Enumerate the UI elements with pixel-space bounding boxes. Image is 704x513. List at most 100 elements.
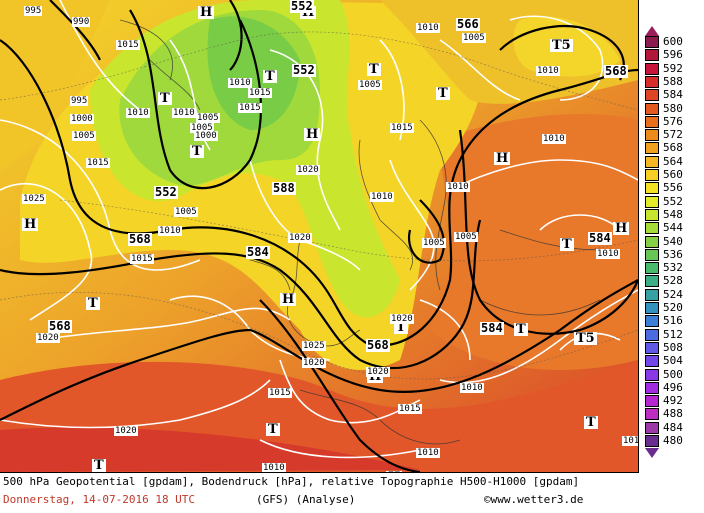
pressure-label: 1010	[370, 192, 394, 202]
geopotential-label: 584	[246, 245, 270, 259]
pressure-label: 1015	[238, 103, 262, 113]
geopotential-label: 568	[128, 232, 152, 246]
pressure-center-20: H	[386, 471, 403, 472]
legend-value: 544	[663, 221, 683, 235]
legend-swatch	[645, 421, 659, 434]
pressure-center-8: T5	[550, 38, 573, 53]
pressure-center-19: T	[584, 415, 598, 430]
pressure-label: 1025	[22, 194, 46, 204]
geopotential-label: 568	[366, 338, 390, 352]
pressure-center-9: H	[494, 151, 511, 166]
legend-value: 572	[663, 128, 683, 142]
pressure-label: 1020	[366, 367, 390, 377]
pressure-center-11: T	[560, 237, 574, 252]
legend-swatch	[645, 89, 659, 102]
pressure-label: 1005	[190, 123, 214, 133]
pressure-center-3: T	[190, 144, 204, 159]
legend-value: 508	[663, 340, 683, 354]
geopotential-label: 584	[480, 321, 504, 335]
pressure-label: 1000	[194, 131, 218, 141]
pressure-label: 1010	[622, 436, 638, 446]
geopotential-label: 552	[154, 185, 178, 199]
legend-value: 540	[663, 234, 683, 248]
pressure-center-15: T	[514, 322, 528, 337]
legend-value: 480	[663, 434, 683, 447]
legend-swatch	[645, 129, 659, 142]
legend-value: 512	[663, 327, 683, 341]
legend-value: 504	[663, 354, 683, 368]
geopotential-label: 552	[290, 0, 314, 13]
geopotential-label: 588	[272, 181, 296, 195]
legend-swatch	[645, 395, 659, 408]
legend-swatch	[645, 248, 659, 261]
legend-swatch	[645, 36, 659, 48]
legend-value: 600	[663, 35, 683, 48]
pressure-label: 1010	[126, 108, 150, 118]
pressure-label: 995	[24, 6, 43, 16]
pressure-label: 1005	[358, 80, 382, 90]
legend-value: 560	[663, 168, 683, 181]
legend-value: 524	[663, 287, 683, 301]
legend-swatch	[645, 222, 659, 235]
legend-swatch	[645, 262, 659, 275]
pressure-label: 1015	[116, 40, 140, 50]
pressure-label: 1000	[70, 114, 94, 124]
legend-value: 552	[663, 194, 683, 208]
legend-swatch	[645, 62, 659, 75]
pressure-label: 1020	[36, 333, 60, 343]
pressure-center-5: H	[304, 127, 321, 142]
legend-swatch	[645, 315, 659, 328]
pressure-center-2: T	[158, 91, 172, 106]
pressure-label: 1010	[228, 78, 252, 88]
legend-swatch	[645, 75, 659, 88]
pressure-label: 1015	[248, 88, 272, 98]
legend-swatch	[645, 302, 659, 314]
pressure-center-10: H	[613, 221, 630, 236]
legend-swatch	[645, 341, 659, 354]
geopotential-label: 568	[48, 319, 72, 333]
legend-value: 564	[663, 154, 683, 168]
pressure-label: 1005	[196, 113, 220, 123]
legend-swatch	[645, 368, 659, 381]
pressure-center-17: T	[266, 422, 280, 437]
legend-swatch	[645, 155, 659, 168]
legend-value: 536	[663, 247, 683, 261]
legend-value: 592	[663, 61, 683, 75]
geopotential-label: 568	[604, 64, 628, 78]
map-title: 500 hPa Geopotential [gpdam], Bodendruck…	[3, 475, 580, 488]
legend-swatch	[645, 195, 659, 208]
pressure-label: 1010	[460, 383, 484, 393]
pressure-label: 1015	[130, 254, 154, 264]
legend-swatch	[645, 288, 659, 301]
pressure-label: 1010	[542, 134, 566, 144]
pressure-label: 1005	[462, 33, 486, 43]
legend-arrow-down-icon	[645, 448, 659, 458]
legend-value: 584	[663, 88, 683, 102]
pressure-center-22: T	[92, 458, 106, 473]
map-model-info: (GFS) (Analyse)	[256, 493, 356, 506]
map-caption: 500 hPa Geopotential [gpdam], Bodendruck…	[0, 473, 638, 513]
legend-swatch	[645, 408, 659, 421]
pressure-label: 1010	[596, 249, 620, 259]
pressure-center-4: T	[367, 62, 381, 77]
legend-swatch	[645, 381, 659, 394]
geopotential-label: 584	[588, 231, 612, 245]
legend-swatch	[645, 142, 659, 155]
legend-value: 568	[663, 141, 683, 155]
pressure-label: 1005	[72, 131, 96, 141]
map-area: H T T T H H T T5 H H T H T T T H T T5 T …	[0, 0, 639, 473]
pressure-label: 1005	[454, 232, 478, 242]
pressure-center-6: H	[22, 217, 39, 232]
legend-value: 516	[663, 314, 683, 328]
pressure-label: 995	[70, 96, 89, 106]
pressure-label: 1020	[296, 165, 320, 175]
pressure-center-13: T	[86, 296, 100, 311]
geopotential-label: 566	[456, 17, 480, 31]
legend-swatch	[645, 435, 659, 447]
legend-value: 520	[663, 301, 683, 314]
pressure-label: 1020	[288, 233, 312, 243]
legend-value: 596	[663, 48, 683, 62]
legend-swatch	[645, 182, 659, 195]
pressure-label: 1020	[302, 358, 326, 368]
pressure-label: 1025	[302, 341, 326, 351]
